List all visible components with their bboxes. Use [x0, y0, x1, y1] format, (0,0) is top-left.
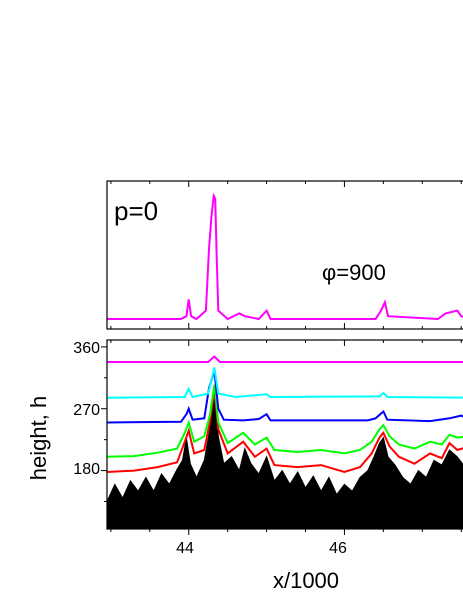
bottom-series-line-1 [106, 367, 463, 399]
x-axis-label: x/1000 [273, 568, 339, 593]
bottom-panel: 44 46 360 270 180 x/1000 height, h [26, 339, 463, 593]
top-panel-frame [106, 180, 463, 330]
bottom-series-line-0 [107, 355, 463, 363]
top-panel: p=0 φ=900 [106, 180, 463, 330]
x-tick-label-44: 44 [176, 540, 194, 557]
top-series-layer [107, 192, 463, 321]
y-tick-label-270: 270 [73, 402, 100, 419]
x-tick-label-46: 46 [329, 540, 347, 557]
bottom-series-line-4 [106, 389, 463, 474]
y-axis-label: height, h [26, 396, 51, 480]
top-axis-ticks [110, 181, 462, 329]
y-tick-label-360: 360 [73, 340, 100, 357]
bottom-series-line-2 [106, 370, 463, 424]
bottom-panel-frame [106, 339, 463, 530]
top-annotation-phi: φ=900 [322, 260, 386, 285]
top-annotation-p: p=0 [114, 196, 158, 226]
y-tick-label-180: 180 [73, 461, 100, 478]
bottom-series-line-3 [106, 384, 463, 458]
bottom-filled-profile [106, 393, 463, 530]
bottom-series-layer [106, 355, 463, 530]
top-series-line-0 [107, 192, 463, 321]
